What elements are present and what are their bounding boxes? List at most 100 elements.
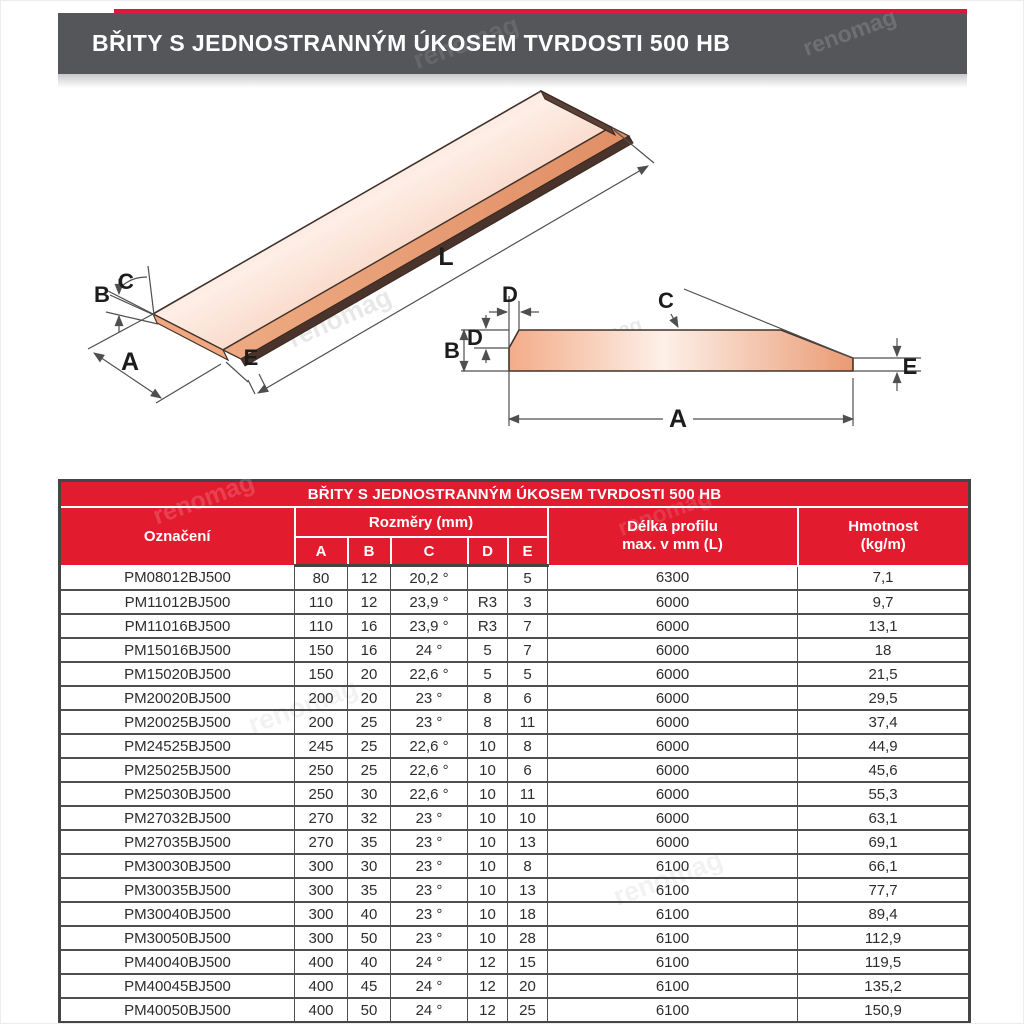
table-row: PM40040BJ500 400 40 24 ° 12 15 6100 119,5 (59, 949, 971, 975)
dimension-label-L: L (438, 243, 453, 271)
dimension-label-B: B (94, 282, 110, 307)
cell-c: 22,6 ° (390, 661, 468, 687)
cell-hmotnost: 44,9 (796, 733, 971, 759)
cell-delka: 6100 (547, 997, 798, 1023)
dimension-label-E: E (244, 345, 259, 370)
header-shadow (58, 74, 967, 88)
cell-oznaceni: PM20020BJ500 (59, 685, 295, 711)
cell-e: 8 (507, 853, 548, 879)
label-backing (663, 403, 693, 429)
blade-isometric-view (151, 89, 634, 367)
cell-d: 5 (467, 637, 508, 663)
table-title-row: BŘITY S JEDNOSTRANNÝM ÚKOSEM TVRDOSTI 50… (58, 479, 971, 508)
cell-b: 32 (347, 805, 391, 831)
cell-hmotnost: 150,9 (796, 997, 971, 1023)
cell-e: 5 (507, 661, 548, 687)
cell-d: 12 (467, 997, 508, 1023)
cell-delka: 6000 (547, 637, 798, 663)
cell-b: 50 (347, 997, 391, 1023)
cell-hmotnost: 63,1 (796, 805, 971, 831)
table-row: PM11016BJ500 110 16 23,9 ° R3 7 6000 13,1 (59, 613, 971, 639)
table-title: BŘITY S JEDNOSTRANNÝM ÚKOSEM TVRDOSTI 50… (58, 479, 971, 508)
blade-drawing-svg: renomag renomag renomag (87, 89, 921, 433)
table-row: PM27032BJ500 270 32 23 ° 10 10 6000 63,1 (59, 805, 971, 831)
cell-oznaceni: PM15016BJ500 (59, 637, 295, 663)
cell-c: 23 ° (390, 685, 468, 711)
cell-delka: 6300 (547, 565, 798, 591)
dimension-label-A-section: A (669, 405, 687, 433)
cell-oznaceni: PM30035BJ500 (59, 877, 295, 903)
cell-a: 110 (294, 613, 348, 639)
cell-oznaceni: PM40040BJ500 (59, 949, 295, 975)
cell-c: 23 ° (390, 709, 468, 735)
table-row: PM15020BJ500 150 20 22,6 ° 5 5 6000 21,5 (59, 661, 971, 687)
table-row: PM15016BJ500 150 16 24 ° 5 7 6000 18 (59, 637, 971, 663)
col-header-E: E (506, 536, 549, 567)
cell-hmotnost: 45,6 (796, 757, 971, 783)
col-header-hmotnost-line1: Hmotnost (848, 517, 919, 535)
cell-e: 7 (507, 613, 548, 639)
cell-a: 300 (294, 877, 348, 903)
cell-e: 8 (507, 733, 548, 759)
cell-oznaceni: PM11016BJ500 (59, 613, 295, 639)
cell-d: 8 (467, 709, 508, 735)
cell-a: 200 (294, 685, 348, 711)
technical-drawing: renomag renomag renomag (58, 86, 968, 476)
cell-a: 270 (294, 805, 348, 831)
col-header-delka-line2: max. v mm (L) (622, 536, 723, 554)
table-row: PM30030BJ500 300 30 23 ° 10 8 6100 66,1 (59, 853, 971, 879)
table-row: PM27035BJ500 270 35 23 ° 10 13 6000 69,1 (59, 829, 971, 855)
col-header-hmotnost: Hmotnost (kg/m) (796, 506, 971, 567)
cell-delka: 6100 (547, 949, 798, 975)
cell-a: 250 (294, 757, 348, 783)
cell-c: 23 ° (390, 877, 468, 903)
cell-b: 45 (347, 973, 391, 999)
cell-c: 24 ° (390, 949, 468, 975)
cell-hmotnost: 119,5 (796, 949, 971, 975)
cell-b: 20 (347, 661, 391, 687)
cell-delka: 6100 (547, 877, 798, 903)
cell-oznaceni: PM11012BJ500 (59, 589, 295, 615)
page-title: BŘITY S JEDNOSTRANNÝM ÚKOSEM TVRDOSTI 50… (92, 30, 731, 56)
dimension-label-E-section: E (903, 354, 918, 379)
iso-dimension-lines (87, 129, 655, 404)
col-header-A: A (293, 536, 349, 567)
cell-b: 30 (347, 781, 391, 807)
cell-e: 11 (507, 781, 548, 807)
cell-hmotnost: 18 (796, 637, 971, 663)
dimension-label-D-side: D (467, 325, 483, 350)
dimension-label-D-top: D (502, 282, 518, 307)
cell-b: 12 (347, 589, 391, 615)
cell-delka: 6000 (547, 613, 798, 639)
cell-d: 10 (467, 733, 508, 759)
cell-b: 40 (347, 949, 391, 975)
cell-d: 8 (467, 685, 508, 711)
cell-d: 10 (467, 805, 508, 831)
cell-oznaceni: PM25030BJ500 (59, 781, 295, 807)
cell-d: 12 (467, 973, 508, 999)
cell-hmotnost: 7,1 (796, 565, 971, 591)
cell-b: 16 (347, 637, 391, 663)
cell-c: 24 ° (390, 997, 468, 1023)
cell-e: 10 (507, 805, 548, 831)
cell-b: 20 (347, 685, 391, 711)
cell-oznaceni: PM24525BJ500 (59, 733, 295, 759)
cell-a: 245 (294, 733, 348, 759)
cell-b: 25 (347, 757, 391, 783)
cell-e: 11 (507, 709, 548, 735)
cell-b: 16 (347, 613, 391, 639)
dimension-label-B-section: B (444, 338, 460, 363)
cell-b: 12 (347, 565, 391, 591)
cell-oznaceni: PM30030BJ500 (59, 853, 295, 879)
cell-hmotnost: 21,5 (796, 661, 971, 687)
cell-c: 23,9 ° (390, 613, 468, 639)
table-row: PM25030BJ500 250 30 22,6 ° 10 11 6000 55,3 (59, 781, 971, 807)
cell-delka: 6000 (547, 829, 798, 855)
blade-end-face (539, 89, 617, 137)
cell-oznaceni: PM30040BJ500 (59, 901, 295, 927)
cell-e: 18 (507, 901, 548, 927)
cell-e: 3 (507, 589, 548, 615)
dimension-label-A: A (121, 348, 139, 376)
cell-delka: 6000 (547, 805, 798, 831)
